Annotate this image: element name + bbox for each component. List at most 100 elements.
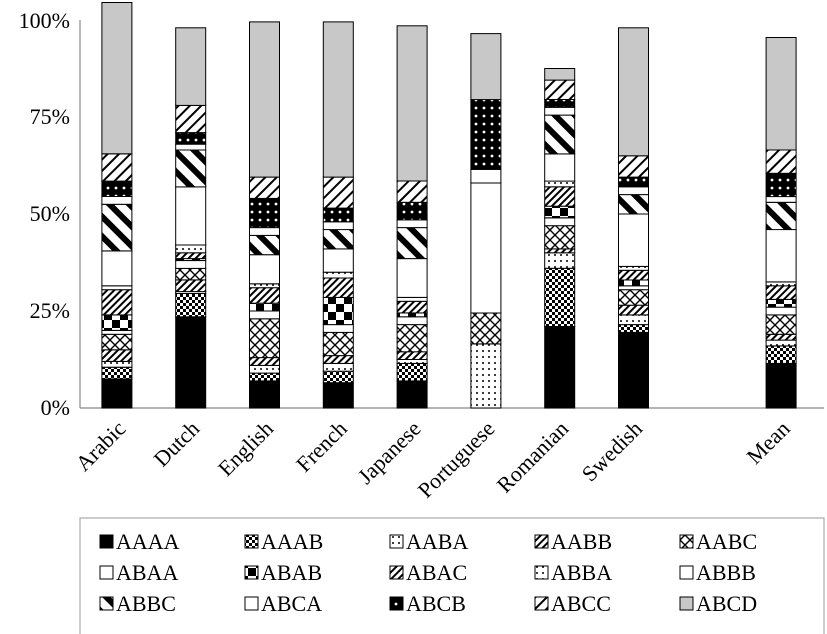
bar-segment-abbb: [470, 182, 502, 314]
bar-segment-aabb: [322, 355, 354, 364]
bar-segment-aaba: [544, 252, 576, 269]
bar-segment-abca: [322, 221, 354, 231]
legend-label: ABCB: [406, 591, 466, 616]
bar-segment-aaaa: [322, 382, 354, 409]
bar-segment-aabb: [544, 248, 576, 254]
legend-label: AAAB: [261, 529, 323, 554]
bar-segment-aabc: [249, 318, 280, 359]
bars-group: [101, 2, 797, 409]
bar-segment-abbb: [544, 153, 576, 182]
legend-swatch: [244, 565, 259, 580]
bar-segment-aaaa: [101, 378, 133, 409]
bar-segment-aaaa: [765, 362, 797, 409]
category-label: Swedish: [577, 416, 647, 486]
legend-swatch: [534, 534, 549, 549]
bar-segment-abca: [544, 106, 576, 116]
legend-label: ABCA: [261, 591, 322, 616]
bar-segment-abcc: [322, 176, 354, 209]
bar-segment-abba: [765, 281, 797, 287]
legend-swatch: [389, 596, 404, 611]
category-labels: Arabic Dutch English French JapanesePortugue…: [70, 416, 794, 503]
bar-segment-aaaa: [175, 316, 207, 409]
bar-segment-abac: [101, 289, 133, 316]
bar-segment-abab: [544, 205, 576, 219]
bar-segment-abcb: [101, 180, 133, 197]
bar-segment-abba: [618, 265, 649, 271]
bar-segment-abcd: [470, 33, 502, 101]
bar-segment-aabc: [544, 225, 576, 250]
bar-segment-abaa: [322, 324, 354, 333]
legend-swatch: [389, 565, 404, 580]
bar-segment-abca: [618, 186, 649, 196]
bar-segment-abbb: [322, 248, 354, 273]
y-tick-label: 0%: [41, 395, 70, 420]
bar-segment-abab: [322, 296, 354, 326]
bar-segment-abcb: [618, 176, 649, 188]
bar-segment-aaab: [175, 293, 207, 318]
bar-segment-aaba: [101, 360, 133, 368]
bar-segment-aaaa: [249, 380, 280, 409]
bar-segment-abcb: [322, 207, 354, 223]
y-tick-label: 25%: [30, 298, 70, 323]
bar-segment-aaab: [249, 372, 280, 382]
bar-segment-aaba: [765, 339, 797, 347]
bar-segment-aabc: [322, 331, 354, 357]
legend-label: ABBB: [696, 560, 756, 585]
bar-segment-abcb: [470, 99, 502, 170]
legend-swatch: [534, 565, 549, 580]
category-label: Mean: [742, 416, 795, 469]
bar-segment-abac: [322, 277, 354, 298]
bar-segment-abab: [101, 314, 133, 331]
bar-segment-abac: [396, 300, 428, 314]
bar-segment-aabc: [470, 312, 502, 345]
bar-segment-abaa: [765, 306, 797, 316]
bar-segment-abcd: [249, 21, 280, 178]
y-tick-label: 50%: [30, 201, 70, 226]
bar-segment-abab: [765, 298, 797, 308]
bar-segment-abcc: [396, 180, 428, 203]
bar-segment-aabb: [175, 279, 207, 293]
bar-segment-aaba: [249, 364, 280, 374]
bar-segment-aabc: [765, 314, 797, 335]
bar-segment-abba: [101, 285, 133, 291]
bar-segment-abcd: [765, 37, 797, 151]
legend-box: [79, 517, 825, 634]
legend-label: ABBC: [116, 591, 176, 616]
legend-label: ABCD: [696, 591, 757, 616]
bar-segment-aabb: [765, 333, 797, 341]
bar-segment-abcb: [544, 99, 576, 108]
bar-segment-aaba: [322, 362, 354, 372]
bar-segment-abcc: [544, 79, 576, 100]
bar-segment-abcc: [101, 153, 133, 182]
bar-segment-abaa: [101, 329, 133, 335]
y-tick-label: 75%: [30, 104, 70, 129]
bar-segment-abac: [249, 287, 280, 304]
legend-label: AAAA: [116, 529, 180, 554]
legend-label: ABAC: [406, 560, 467, 585]
legend-swatch: [389, 534, 404, 549]
bar-segment-abbb: [396, 258, 428, 298]
legend-label: AABB: [551, 529, 612, 554]
bar-segment-abbc: [175, 149, 207, 188]
category-label: Japanese: [353, 416, 426, 489]
bar-segment-abab: [249, 302, 280, 312]
bar-segment-abbb: [175, 186, 207, 246]
bar-segment-abac: [175, 252, 207, 260]
bar-segment-abaa: [175, 260, 207, 269]
bar-segment-abca: [101, 196, 133, 205]
legend-label: AABA: [406, 529, 468, 554]
bar-segment-abbc: [249, 234, 280, 256]
category-label: Romanian: [492, 416, 574, 498]
legend-label: ABCC: [551, 591, 611, 616]
bar-segment-aaab: [322, 370, 354, 384]
bar-segment-abbc: [322, 229, 354, 250]
bar-segment-abcd: [618, 27, 649, 157]
bar-segment-aabc: [175, 267, 207, 281]
bar-segment-abaa: [544, 217, 576, 227]
category-label: English: [213, 416, 278, 481]
bar-segment-abbc: [618, 194, 649, 215]
bar-segment-abcc: [618, 155, 649, 178]
bar-segment-abbb: [765, 229, 797, 283]
legend-swatch: [244, 596, 259, 611]
legend-label: AABC: [696, 529, 757, 554]
